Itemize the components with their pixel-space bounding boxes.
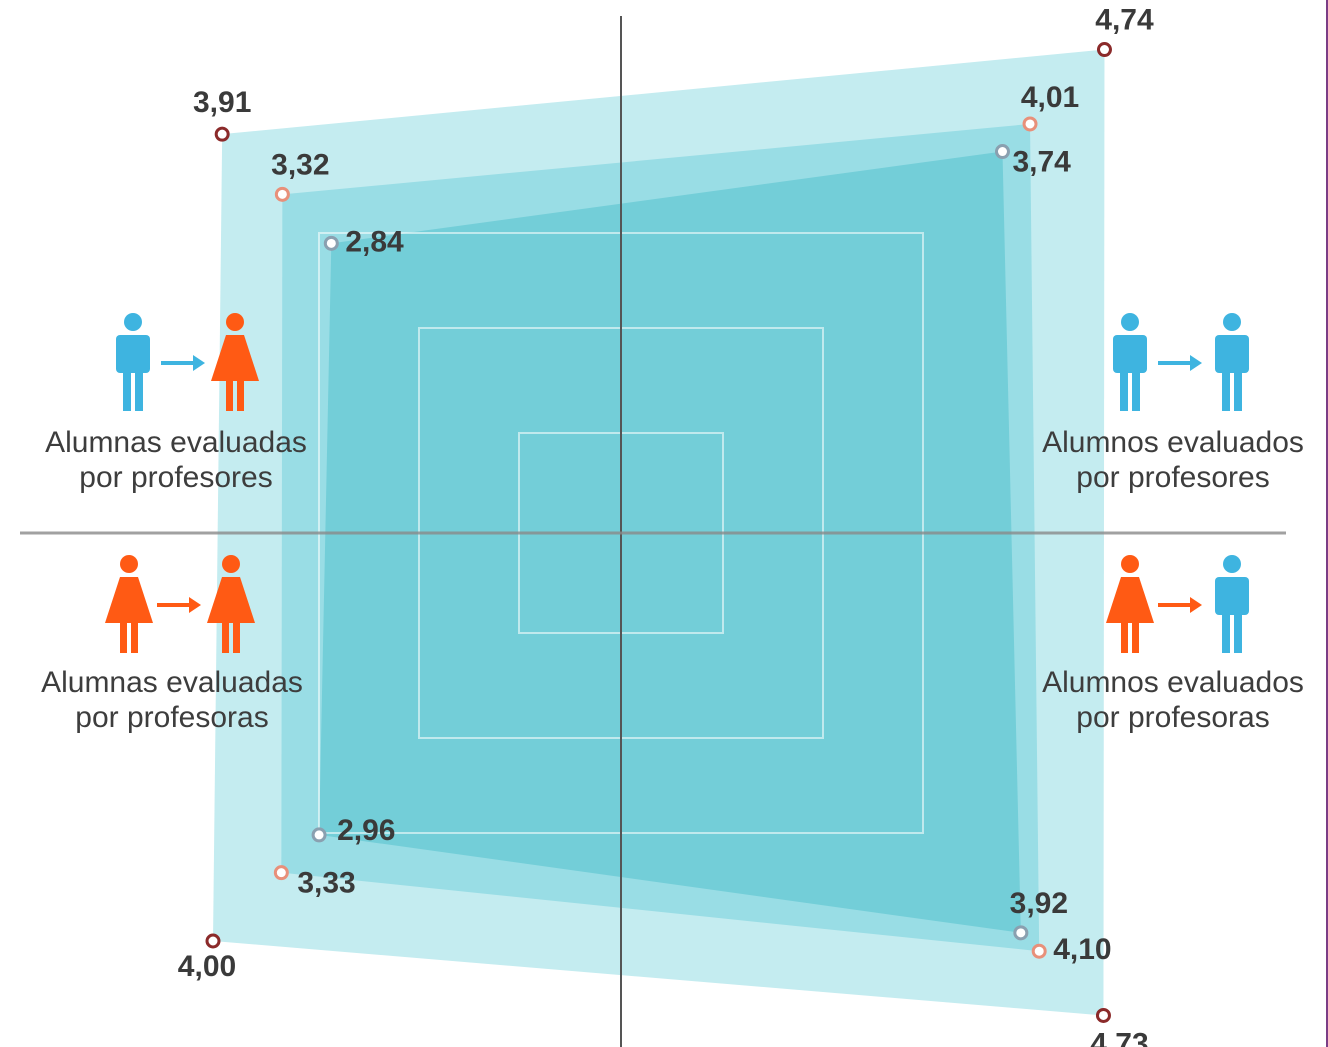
arrow-right-icon	[1158, 597, 1202, 613]
quadrant-label-line1: Alumnas evaluadas	[41, 666, 303, 699]
person-leg	[131, 619, 138, 653]
person-leg	[233, 619, 240, 653]
quadrant-bottom-left: Alumnas evaluadas por profesoras	[41, 555, 303, 734]
value-label-layer: 3,91 4,74 4,73 4,00 3,32 4,01 4,10 3,33 2,84 3,74…	[178, 4, 1154, 1047]
person-head	[1121, 555, 1139, 573]
data-point-marker	[1095, 1007, 1111, 1023]
data-label: 3,32	[271, 148, 329, 181]
teacher-to-student-icon	[116, 313, 259, 411]
arrow-right-icon	[1158, 355, 1202, 371]
person-head	[222, 555, 240, 573]
person-dress	[207, 577, 255, 623]
data-label: 3,33	[297, 867, 355, 900]
person-leg	[120, 619, 127, 653]
data-point-marker	[1031, 943, 1047, 959]
person-leg	[1132, 368, 1140, 411]
data-point-marker	[1013, 925, 1029, 941]
arrow-right-icon	[157, 597, 201, 613]
person-leg	[135, 368, 143, 411]
person-head	[120, 555, 138, 573]
person-head	[124, 313, 142, 331]
person-leg	[1132, 619, 1139, 653]
arrow-right-icon	[161, 355, 205, 371]
person-head	[1223, 555, 1241, 573]
teacher-to-student-icon	[1113, 313, 1249, 411]
teacher-to-student-icon	[1106, 555, 1249, 653]
data-point-marker	[311, 827, 327, 843]
male-person-icon	[116, 313, 150, 411]
person-leg	[222, 619, 229, 653]
quadrant-label-line2: por profesoras	[1076, 701, 1269, 734]
female-person-icon	[1106, 555, 1154, 653]
person-leg	[1234, 368, 1242, 411]
female-person-icon	[207, 555, 255, 653]
arrow-head	[1190, 597, 1202, 613]
axes-layer	[20, 16, 1286, 1047]
data-point-marker	[1022, 116, 1038, 132]
arrow-head	[1190, 355, 1202, 371]
female-person-icon	[211, 313, 259, 411]
data-label: 3,91	[193, 86, 251, 119]
series-area-3	[319, 151, 1021, 933]
data-point-marker	[214, 126, 230, 142]
female-person-icon	[105, 555, 153, 653]
teacher-to-student-icon	[105, 555, 255, 653]
person-dress	[1106, 577, 1154, 623]
male-person-icon	[1113, 313, 1147, 411]
quadrant-top-left: Alumnas evaluadas por profesores	[45, 313, 307, 494]
male-person-icon	[1215, 313, 1249, 411]
person-torso	[1215, 577, 1249, 615]
data-point-marker	[274, 186, 290, 202]
data-label: 3,74	[1012, 146, 1071, 179]
person-leg	[1222, 368, 1230, 411]
data-point-marker	[273, 865, 289, 881]
data-label: 4,10	[1053, 933, 1111, 966]
person-torso	[1113, 335, 1147, 373]
person-head	[226, 313, 244, 331]
quadrant-label-line1: Alumnos evaluados	[1042, 666, 1304, 699]
marker-layer	[205, 42, 1112, 1023]
quadrant-label-line2: por profesoras	[75, 701, 268, 734]
person-leg	[1234, 610, 1242, 653]
person-head	[1121, 313, 1139, 331]
data-label: 2,84	[345, 225, 404, 258]
male-person-icon	[1215, 555, 1249, 653]
person-head	[1223, 313, 1241, 331]
series-layer	[213, 49, 1105, 1016]
data-label: 4,74	[1095, 4, 1154, 37]
person-dress	[211, 335, 259, 381]
arrow-head	[189, 597, 201, 613]
data-label: 4,01	[1021, 81, 1079, 114]
data-point-marker	[994, 144, 1010, 160]
data-point-marker	[1096, 42, 1112, 58]
person-leg	[1121, 619, 1128, 653]
quadrant-label-line2: por profesores	[1076, 461, 1269, 494]
person-leg	[1120, 368, 1128, 411]
quadrant-label-line1: Alumnos evaluados	[1042, 426, 1304, 459]
data-label: 3,92	[1010, 887, 1068, 920]
person-leg	[1222, 610, 1230, 653]
person-torso	[116, 335, 150, 373]
person-leg	[123, 368, 131, 411]
arrow-head	[193, 355, 205, 371]
quadrant-bottom-right: Alumnos evaluados por profesoras	[1042, 555, 1304, 734]
data-point-marker	[205, 933, 221, 949]
data-label: 2,96	[337, 814, 395, 847]
person-torso	[1215, 335, 1249, 373]
person-leg	[237, 377, 244, 411]
person-dress	[105, 577, 153, 623]
quadrant-label-line1: Alumnas evaluadas	[45, 426, 307, 459]
quadrant-label-line2: por profesores	[79, 461, 272, 494]
person-leg	[226, 377, 233, 411]
quadrant-top-right: Alumnos evaluados por profesores	[1042, 313, 1304, 494]
frame-border	[1326, 0, 1328, 1047]
data-label: 4,73	[1090, 1027, 1148, 1047]
data-point-marker	[323, 235, 339, 251]
data-label: 4,00	[178, 950, 236, 983]
